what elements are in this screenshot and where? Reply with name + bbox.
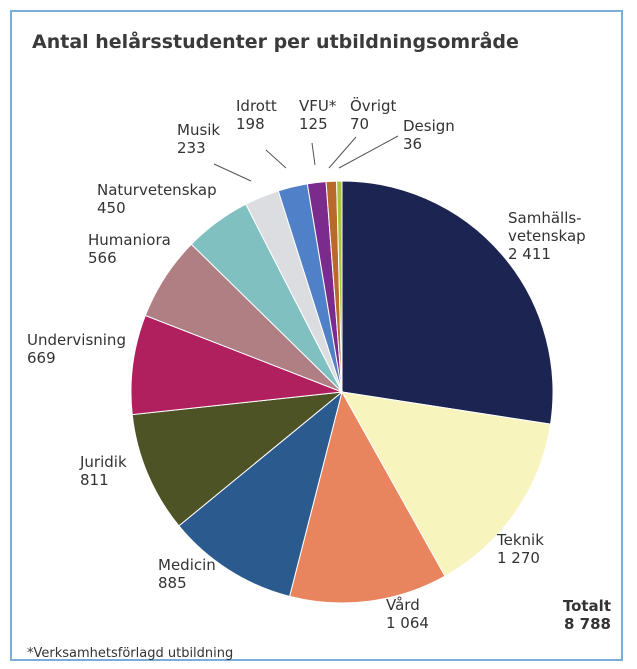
slice-name: VFU* (299, 97, 337, 115)
slice-value: 1 270 (497, 549, 540, 567)
slice-label: Naturvetenskap 450 (97, 181, 217, 217)
pie-slice (178, 390, 343, 597)
slice-label: Vård 1 064 (386, 596, 429, 632)
slice-value: 36 (403, 135, 423, 153)
slice-name: Övrigt (350, 97, 397, 115)
slice-label: VFU* 125 (299, 97, 336, 133)
slice-value: 566 (88, 249, 117, 267)
slice-name: Vård (386, 596, 420, 614)
slice-value: 885 (158, 574, 187, 592)
slice-label: Musik 233 (177, 121, 220, 157)
slice-name: Undervisning (27, 331, 126, 349)
slice-value: 70 (350, 115, 370, 133)
chart-title: Antal helårsstudenter per utbildningsomr… (32, 31, 519, 53)
pie-slice (336, 180, 343, 393)
slice-label: Undervisning 669 (27, 331, 126, 367)
slice-label: Medicin 885 (158, 556, 216, 592)
slice-value: 198 (236, 115, 265, 133)
slice-label: Samhälls- vetenskap 2 411 (508, 209, 586, 263)
slice-name: Idrott (236, 97, 277, 115)
pie-slice (341, 180, 554, 425)
slice-label: Juridik 811 (80, 453, 127, 489)
slice-label: Övrigt 70 (350, 97, 396, 133)
slice-name: Musik (177, 121, 221, 139)
leader-line (265, 149, 287, 169)
slice-label: Idrott 198 (236, 97, 277, 133)
total-label: Totalt (562, 597, 611, 615)
slice-name: Design (403, 117, 455, 135)
leader-line (328, 136, 357, 169)
slice-value: 1 064 (386, 614, 429, 632)
pie-slice (288, 390, 446, 604)
slice-name: Samhälls- vetenskap (508, 209, 586, 245)
slice-name: Juridik (80, 453, 127, 471)
pie-slice (131, 391, 344, 527)
pie-slice (130, 314, 343, 416)
total: Totalt 8 788 (563, 597, 611, 633)
slice-name: Teknik (497, 531, 544, 549)
pie-slice (341, 391, 552, 577)
slice-value: 450 (97, 199, 126, 217)
slice-value: 669 (27, 349, 56, 367)
slice-value: 811 (80, 471, 109, 489)
slice-value: 125 (299, 115, 328, 133)
slice-label: Humaniora 566 (88, 231, 171, 267)
leader-line (311, 142, 316, 166)
slice-name: Medicin (158, 556, 216, 574)
total-value: 8 788 (564, 615, 611, 633)
slice-name: Naturvetenskap (97, 181, 217, 199)
slice-label: Design 36 (403, 117, 455, 153)
slice-value: 2 411 (508, 245, 551, 263)
leader-line (338, 135, 399, 169)
slice-name: Humaniora (88, 231, 171, 249)
slice-value: 233 (177, 139, 206, 157)
leader-line (213, 163, 252, 182)
slice-label: Teknik 1 270 (497, 531, 544, 567)
footnote: *Verksamhetsförlagd utbildning (27, 646, 234, 661)
